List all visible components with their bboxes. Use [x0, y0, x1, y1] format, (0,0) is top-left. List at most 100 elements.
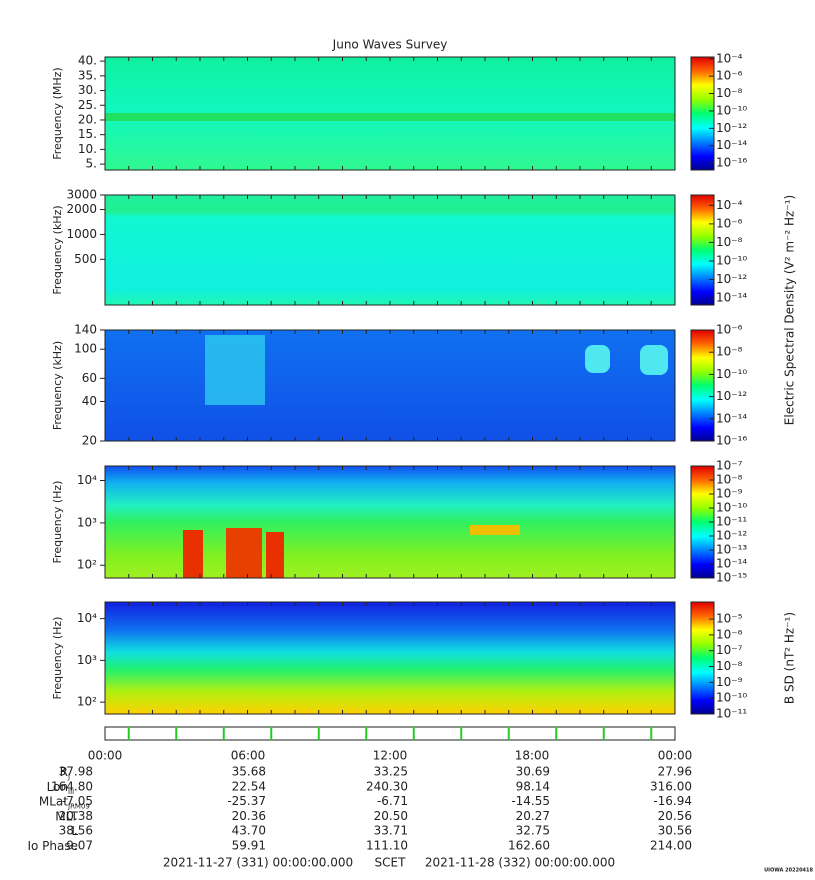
row-label-main: MLat — [39, 794, 68, 808]
ephemeris-value: 30.69 — [516, 765, 550, 779]
colorbar — [690, 601, 715, 715]
ephemeris-value: 32.75 — [516, 824, 550, 838]
colorbar-tick-label: 10⁻¹⁴ — [716, 557, 747, 571]
y-tick-label: 10. — [78, 142, 97, 156]
y-tick-label: 40. — [78, 54, 97, 68]
row-label: L — [71, 824, 78, 838]
ephemeris-value: -6.71 — [377, 794, 408, 808]
ephemeris-value: -25.37 — [227, 794, 266, 808]
ephemeris-value: 30.56 — [658, 824, 692, 838]
y-tick-label: 5. — [86, 157, 97, 171]
colorbar-tick-label: 10⁻¹² — [716, 389, 747, 403]
row-label: Lon — [47, 779, 68, 793]
colorbar-tick-label: 10⁻¹¹ — [716, 515, 747, 529]
row-label: MLT — [55, 809, 78, 823]
colorbar-tick-label: 10⁻⁹ — [716, 487, 743, 501]
emission — [640, 345, 668, 375]
ephemeris-value: 20.38 — [59, 809, 93, 823]
spectrogram — [105, 195, 675, 305]
ephemeris-value: 164.80 — [51, 779, 93, 793]
colorbar-tick-label: 10⁻¹¹ — [716, 707, 747, 721]
colorbar-tick-label: 10⁻¹⁰ — [716, 367, 747, 381]
y-tick-label: 30. — [78, 83, 97, 97]
y-tick-label: 15. — [78, 127, 97, 141]
colorbar-tick-label: 10⁻⁴ — [716, 51, 743, 65]
ephemeris-value: 38.56 — [59, 824, 93, 838]
y-axis-label: Frequency (kHz) — [51, 341, 64, 430]
band — [105, 113, 675, 121]
y-tick-label: 1000 — [66, 227, 97, 241]
spectrogram — [105, 330, 675, 441]
ephemeris-value: 43.70 — [232, 824, 266, 838]
emission — [205, 335, 265, 405]
y-axis-label: Frequency (kHz) — [51, 205, 64, 294]
colorbar-tick-label: 10⁻¹⁰ — [716, 103, 747, 117]
emission — [183, 530, 203, 578]
ephemeris-value: 59.91 — [232, 839, 266, 853]
emission — [470, 525, 520, 535]
y-axis-label: Frequency (MHz) — [51, 67, 64, 159]
y-tick-label: 2000 — [66, 202, 97, 216]
colorbar-tick-label: 10⁻⁸ — [716, 235, 743, 249]
colorbar-tick-label: 10⁻⁶ — [716, 323, 743, 337]
ephemeris-value: 20.27 — [516, 809, 550, 823]
colorbar-tick-label: 10⁻¹⁶ — [716, 434, 747, 448]
ephemeris-value: 240.30 — [366, 779, 408, 793]
ephemeris-value: 111.10 — [366, 839, 408, 853]
footer-end: 2021-11-28 (332) 00:00:00.000 — [425, 856, 615, 870]
ephemeris-value: 214.00 — [650, 839, 692, 853]
time-label: 00:00 — [658, 749, 693, 763]
colorbar-tick-label: 10⁻⁹ — [716, 675, 743, 689]
colorbar-label: Electric Spectral Density (V² m⁻² Hz⁻¹) — [783, 195, 797, 425]
y-tick-label: 20 — [82, 434, 97, 448]
colorbar-tick-label: 10⁻⁶ — [716, 69, 743, 83]
y-axis-label: Frequency (Hz) — [51, 617, 64, 700]
emission — [266, 532, 284, 578]
ephemeris-value: 20.56 — [658, 809, 692, 823]
row-label-main: Io Phase — [27, 839, 78, 853]
colorbar-tick-label: 10⁻¹⁰ — [716, 501, 747, 515]
footer-axis: SCET — [375, 856, 407, 870]
colorbar-tick-label: 10⁻¹⁴ — [716, 411, 747, 425]
ephemeris-value: 35.68 — [232, 765, 266, 779]
row-label-sub: III — [68, 788, 74, 796]
colorbar-tick-label: 10⁻⁸ — [716, 86, 743, 100]
colorbar-tick-label: 10⁻⁸ — [716, 345, 743, 359]
y-tick-label: 10³ — [77, 515, 97, 529]
ephemeris-value: -14.55 — [511, 794, 550, 808]
colorbar-tick-label: 10⁻¹² — [716, 272, 747, 286]
row-label-main: L — [71, 824, 78, 838]
time-label: 12:00 — [373, 749, 408, 763]
colorbar-tick-label: 10⁻⁴ — [716, 198, 743, 212]
time-label: 00:00 — [88, 749, 123, 763]
time-label: 06:00 — [231, 749, 266, 763]
y-tick-label: 60 — [82, 371, 97, 385]
colorbar — [690, 329, 715, 442]
ephemeris-value: 9.07 — [66, 839, 93, 853]
ephemeris-value: 22.54 — [232, 779, 266, 793]
y-tick-label: 35. — [78, 68, 97, 82]
colorbar-tick-label: 10⁻⁵ — [716, 612, 743, 626]
ephemeris-value: 162.60 — [508, 839, 550, 853]
ephemeris-value: 33.25 — [374, 765, 408, 779]
ephemeris-value: 33.71 — [374, 824, 408, 838]
y-tick-label: 3000 — [66, 188, 97, 202]
colorbar — [690, 56, 715, 171]
y-tick-label: 10³ — [77, 653, 97, 667]
ephemeris-value: 316.00 — [650, 779, 692, 793]
colorbar-tick-label: 10⁻¹³ — [716, 543, 747, 557]
footer-start: 2021-11-27 (331) 00:00:00.000 — [163, 856, 353, 870]
y-tick-label: 40 — [82, 394, 97, 408]
colorbar-tick-label: 10⁻¹⁴ — [716, 138, 747, 152]
colorbar-tick-label: 10⁻⁶ — [716, 216, 743, 230]
emission — [585, 345, 610, 373]
colorbar-tick-label: 10⁻¹⁰ — [716, 691, 747, 705]
emission — [226, 528, 262, 578]
colorbar-label: B SD (nT² Hz⁻¹) — [783, 612, 797, 704]
y-tick-label: 500 — [74, 252, 97, 266]
row-label: R — [60, 765, 68, 779]
y-tick-label: 10⁴ — [77, 473, 97, 487]
row-label-main: R — [60, 765, 68, 779]
credit: UIOWA 20220418 — [764, 868, 813, 874]
colorbar — [690, 194, 715, 306]
